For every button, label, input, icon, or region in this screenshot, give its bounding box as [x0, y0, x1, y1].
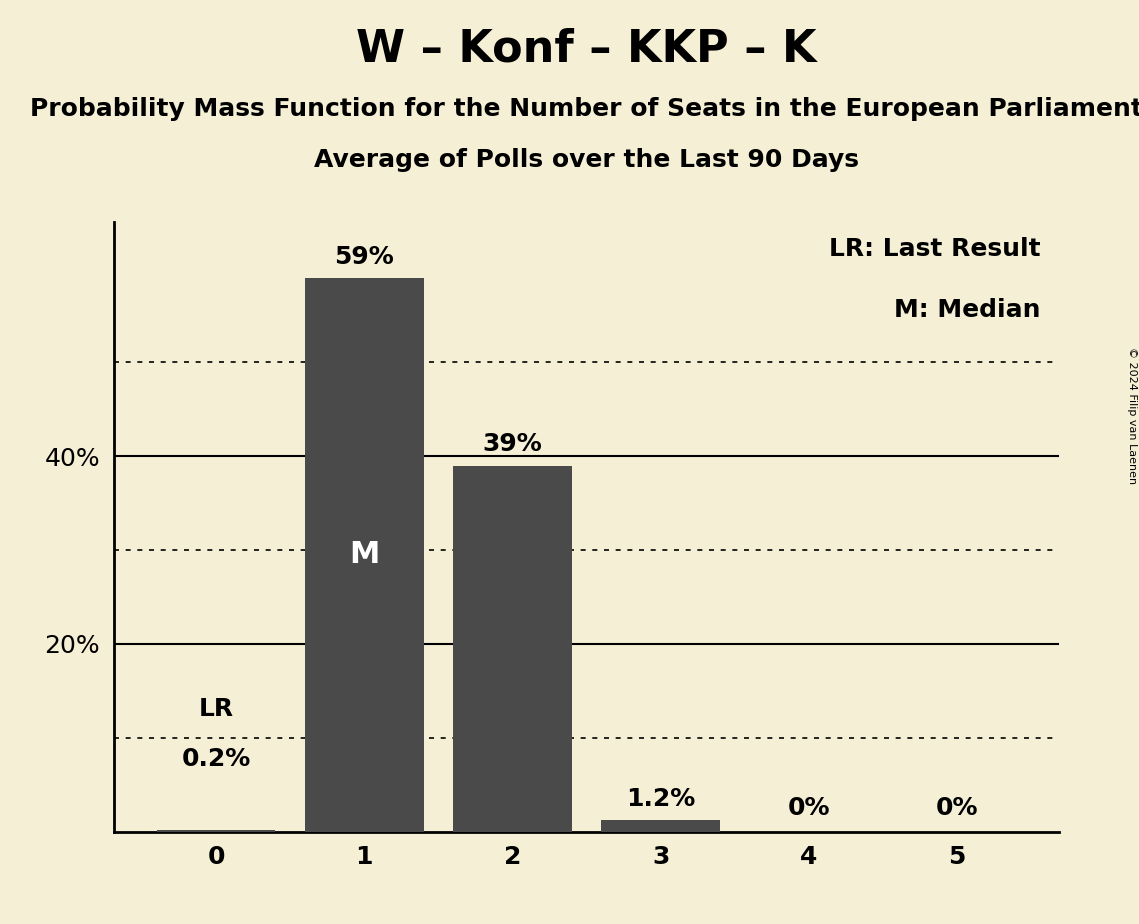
Text: 1.2%: 1.2%	[626, 787, 695, 811]
Text: 0%: 0%	[787, 796, 830, 821]
Text: 39%: 39%	[483, 432, 542, 456]
Text: M: Median: M: Median	[894, 298, 1040, 322]
Bar	[157, 830, 276, 832]
Text: LR: LR	[198, 697, 233, 721]
Text: M: M	[350, 541, 379, 569]
Text: Average of Polls over the Last 90 Days: Average of Polls over the Last 90 Days	[314, 148, 859, 172]
Bar	[305, 278, 424, 832]
Text: 59%: 59%	[335, 245, 394, 269]
Bar	[453, 466, 572, 832]
Bar	[601, 821, 720, 832]
Text: 0.2%: 0.2%	[181, 747, 251, 771]
Text: Probability Mass Function for the Number of Seats in the European Parliament: Probability Mass Function for the Number…	[30, 97, 1139, 121]
Text: © 2024 Filip van Laenen: © 2024 Filip van Laenen	[1126, 347, 1137, 484]
Text: LR: Last Result: LR: Last Result	[829, 237, 1040, 261]
Text: W – Konf – KKP – K: W – Konf – KKP – K	[357, 28, 817, 71]
Text: 0%: 0%	[936, 796, 978, 821]
